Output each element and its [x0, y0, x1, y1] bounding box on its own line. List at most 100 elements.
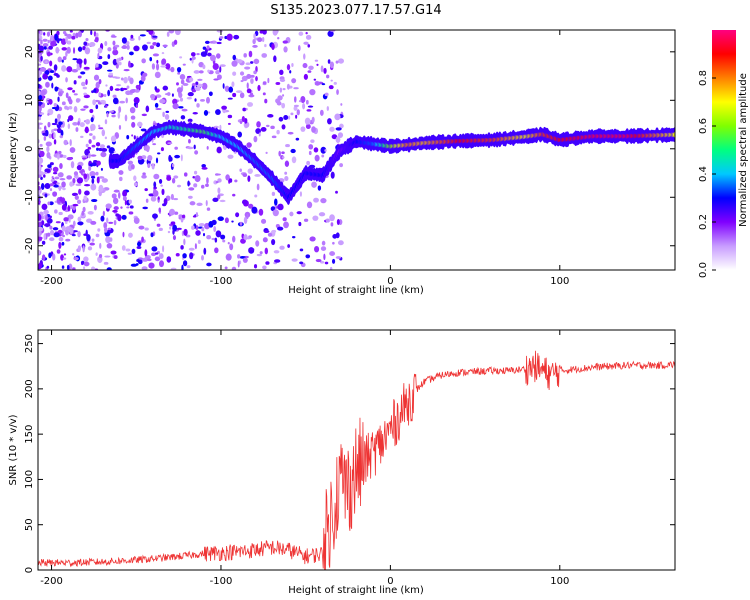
spectrogram-speckle	[236, 90, 243, 94]
spectrogram-speckle	[150, 232, 154, 238]
spectrogram-speckle	[314, 59, 319, 62]
spectrogram-speckle	[93, 204, 97, 211]
spectrogram-speckle	[174, 146, 178, 150]
spectrogram-speckle	[95, 104, 99, 110]
spectrogram-speckle	[219, 64, 226, 68]
spectrogram-speckle	[81, 262, 84, 266]
spectrogram-speckle	[155, 63, 160, 71]
spectrogram-speckle	[173, 39, 178, 45]
spectrogram-speckle	[229, 243, 234, 251]
spectrogram-speckle	[194, 86, 201, 91]
spectrogram-speckle	[232, 71, 237, 76]
spectrogram-speckle	[180, 245, 184, 250]
spectrogram-speckle	[304, 117, 311, 125]
spectrogram-speckle	[57, 113, 61, 120]
spectrogram-speckle	[232, 235, 236, 243]
spectrogram-speckle	[61, 225, 66, 232]
spectrogram-speckle	[262, 81, 267, 85]
spectrogram-speckle	[41, 254, 46, 261]
spectrogram-speckle	[260, 218, 267, 224]
spectrogram-speckle	[204, 40, 210, 45]
spectrogram-speckle	[47, 201, 51, 206]
spectrogram-ytick-label: 20	[24, 45, 35, 58]
spectrogram-speckle	[173, 198, 179, 201]
spectrogram-speckle	[58, 150, 62, 155]
spectrogram-speckle	[155, 252, 159, 255]
spectrogram-speckle	[97, 47, 103, 54]
spectrogram-speckle	[215, 181, 219, 184]
spectrogram-speckle	[219, 124, 222, 131]
spectrogram-speckle	[142, 172, 146, 176]
spectrogram-speckle	[196, 103, 200, 108]
spectrogram-speckle	[106, 112, 109, 118]
spectrogram-speckle	[332, 241, 335, 245]
spectrogram-speckle	[72, 267, 76, 270]
spectrogram-speckle	[38, 213, 42, 221]
spectrogram-speckle	[116, 58, 120, 64]
spectrogram-speckle	[141, 155, 147, 160]
spectrogram-speckle	[144, 249, 148, 257]
spectrogram-speckle	[101, 147, 108, 152]
spectrogram-speckle	[78, 188, 82, 195]
spectrogram-speckle	[336, 218, 340, 225]
spectrogram-speckle	[233, 34, 240, 40]
spectrogram-speckle	[194, 98, 197, 102]
spectrogram-xlabel: Height of straight line (km)	[288, 285, 424, 296]
spectrogram-speckle	[176, 227, 182, 230]
spectrogram-speckle	[228, 86, 234, 93]
spectrogram-speckle	[112, 49, 119, 56]
spectrogram-speckle	[195, 230, 201, 236]
spectrogram-speckle	[87, 211, 94, 215]
spectrogram-speckle	[320, 146, 327, 154]
spectrogram-speckle	[85, 143, 89, 148]
spectrogram-speckle	[237, 131, 243, 138]
spectrogram-speckle	[138, 35, 141, 41]
spectrogram-speckle	[188, 247, 195, 251]
spectrogram-speckle	[214, 173, 219, 176]
spectrogram-speckle	[250, 61, 254, 64]
spectrogram-speckle	[154, 86, 157, 91]
spectrogram-speckle	[170, 267, 177, 270]
spectrogram-speckle	[77, 221, 84, 226]
spectrogram-speckle	[81, 155, 88, 159]
spectrogram-frame	[37, 29, 676, 271]
spectrogram-speckle	[68, 218, 71, 223]
spectrogram-speckle	[232, 92, 237, 98]
spectrogram-speckle	[44, 223, 51, 227]
spectrogram-speckle	[219, 199, 226, 203]
spectrogram-speckle	[121, 245, 126, 251]
spectrogram-speckle	[158, 178, 163, 184]
spectrogram-speckle	[155, 42, 161, 48]
spectrogram-speckle	[126, 134, 130, 140]
spectrogram-speckle	[161, 58, 167, 65]
spectrogram-speckle	[253, 264, 258, 269]
spectrogram-speckle	[38, 70, 43, 75]
spectrogram-speckle	[334, 113, 341, 121]
spectrogram-speckle	[128, 211, 134, 215]
spectrogram-speckle	[38, 38, 41, 42]
spectrogram-speckle	[155, 107, 162, 111]
spectrogram-speckle	[321, 83, 326, 86]
spectrogram-speckle	[246, 73, 252, 80]
spectrogram-speckle	[38, 174, 42, 178]
spectrogram-speckle	[152, 53, 160, 57]
colorbar-tick-label: 0.2	[698, 214, 709, 230]
spectrogram-speckle	[130, 34, 134, 39]
spectrogram-speckle	[117, 214, 122, 222]
spectrogram-speckle	[101, 129, 106, 137]
spectrogram-speckle	[198, 70, 204, 74]
spectrogram-speckle	[131, 248, 136, 254]
spectrogram-speckle	[49, 237, 55, 242]
spectrogram-speckle	[243, 216, 248, 224]
spectrogram-speckle	[95, 252, 98, 256]
spectrogram-speckle	[240, 238, 246, 244]
spectrogram-speckle	[53, 132, 56, 139]
spectrogram-speckle	[148, 262, 155, 269]
spectrogram-speckle	[320, 198, 327, 204]
spectrogram-speckle	[43, 125, 47, 131]
spectrogram-speckle	[187, 146, 194, 150]
spectrogram-speckle	[283, 115, 289, 120]
spectrogram-speckle	[113, 219, 117, 226]
spectrogram-speckle	[120, 206, 123, 209]
spectrogram-speckle	[172, 229, 175, 235]
